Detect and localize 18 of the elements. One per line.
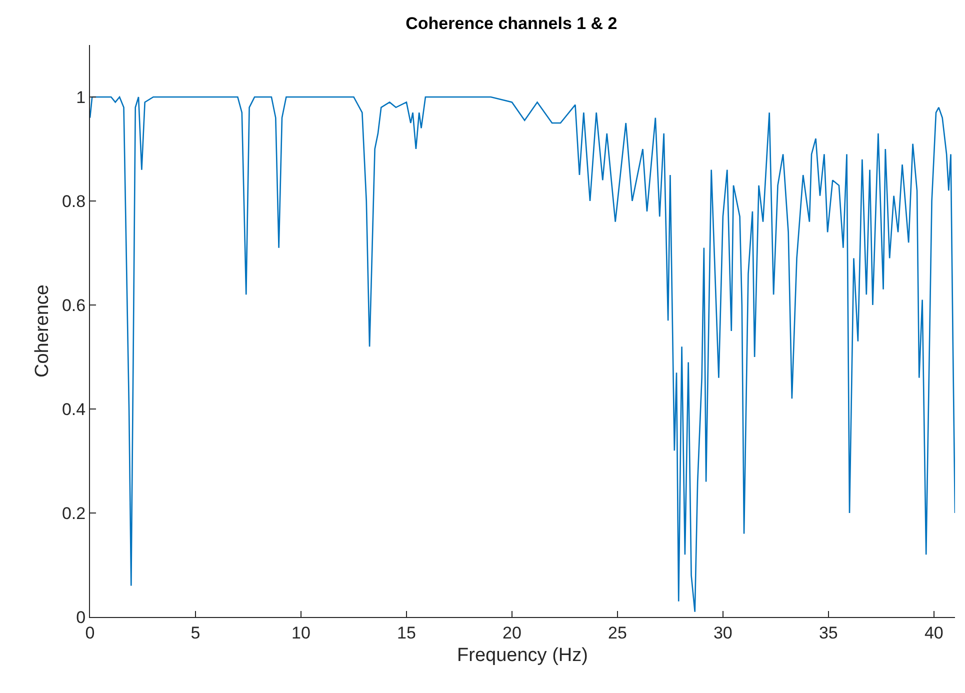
- x-tick-label: 10: [292, 623, 310, 642]
- line-series: [90, 96, 955, 612]
- y-tick-label: 1: [76, 88, 86, 107]
- y-tick-label: 0.4: [62, 400, 86, 419]
- y-tick-label: 0.6: [62, 296, 86, 315]
- y-tick-label: 0.2: [62, 504, 86, 523]
- x-tick-label: 15: [397, 623, 416, 642]
- y-axis-title: Coherence: [32, 284, 53, 378]
- x-tick-label: 35: [818, 623, 838, 642]
- x-tick-label: 5: [190, 623, 200, 642]
- x-axis-title: Frequency (Hz): [457, 645, 588, 666]
- chart-title: Coherence channels 1 & 2: [406, 14, 618, 34]
- x-tick-label: 25: [608, 623, 627, 642]
- y-tick-label: 0: [76, 608, 86, 627]
- x-tick-label: 30: [713, 623, 732, 642]
- x-tick-label: 20: [502, 623, 522, 642]
- x-tick-label: 40: [924, 623, 944, 642]
- y-tick-label: 0.8: [62, 192, 86, 211]
